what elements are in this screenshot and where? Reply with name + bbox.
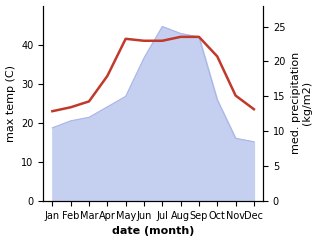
- Y-axis label: max temp (C): max temp (C): [5, 65, 16, 142]
- Y-axis label: med. precipitation
(kg/m2): med. precipitation (kg/m2): [291, 52, 313, 154]
- X-axis label: date (month): date (month): [112, 227, 194, 236]
